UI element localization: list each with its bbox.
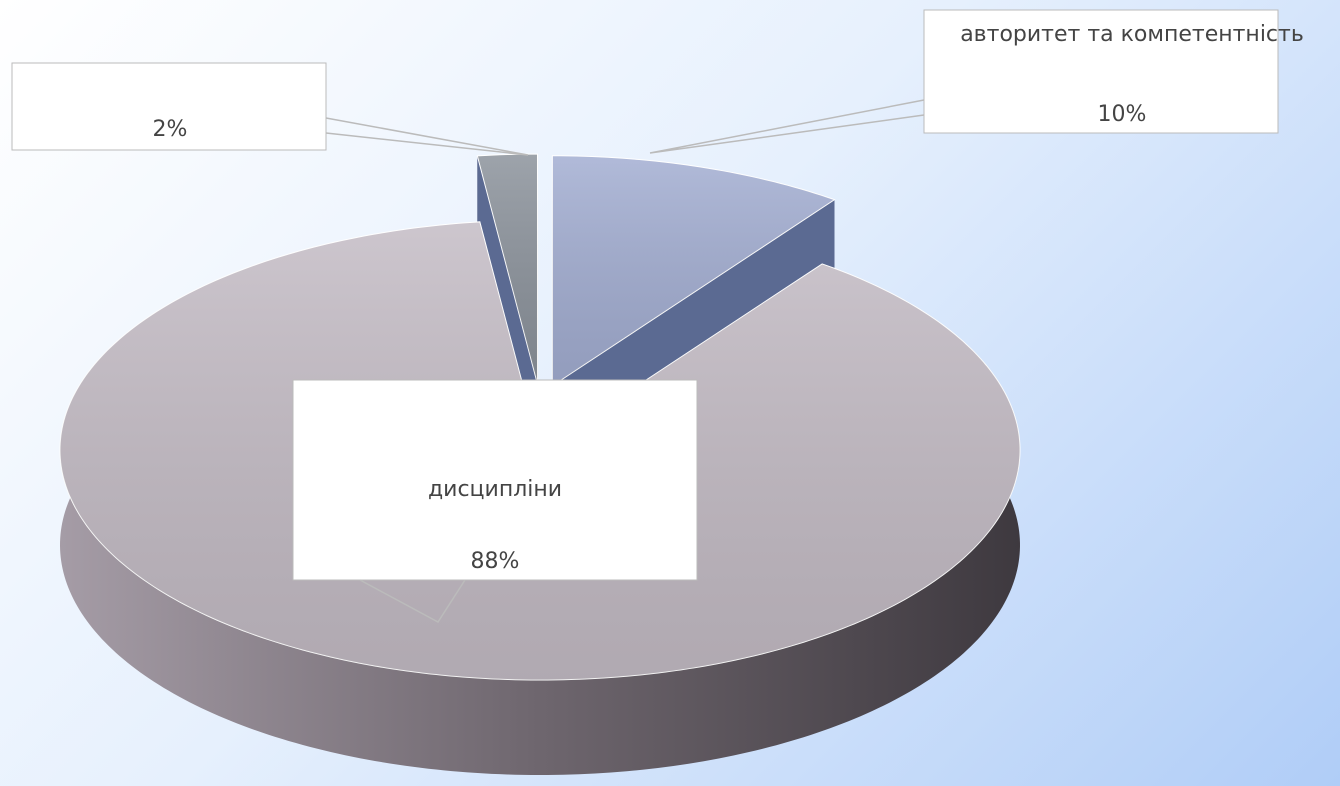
value-label: 10% [1098,102,1147,127]
label-leader [649,99,925,154]
category-label: дисципліни [428,477,562,502]
label-callout [292,379,698,581]
label-callout [11,62,327,151]
slice-shade [552,155,835,386]
label-leader [325,117,529,156]
value-label: 88% [471,549,520,574]
label-callout [923,9,1279,134]
category-label: авторитет та компетентність [960,22,1304,47]
slice-shade [477,154,538,385]
value-label: 2% [153,117,188,142]
label-leader [359,579,466,623]
